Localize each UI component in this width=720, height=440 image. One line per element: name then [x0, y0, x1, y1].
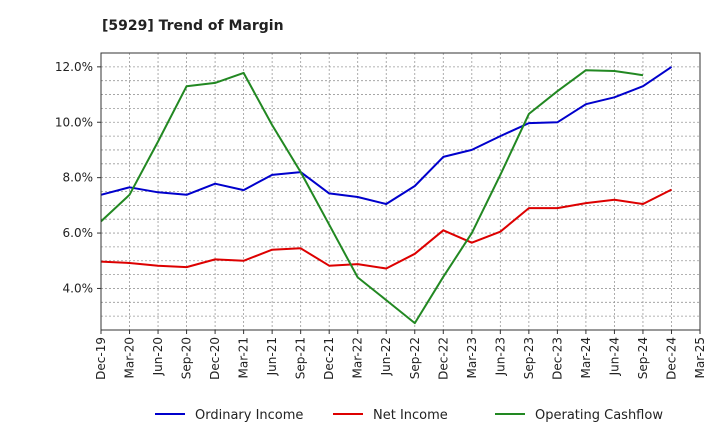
grid-lines — [100, 53, 701, 330]
x-axis-ticks: Dec-19 Mar-20 Jun-20 Sep-20 Dec-20 Mar-21 Jun-… — [94, 330, 707, 380]
series-line-net-income — [100, 188, 672, 270]
y-tick-label: 10.0% — [55, 115, 93, 129]
x-tick-label: Dec-22 — [436, 337, 450, 380]
y-tick-label: 6.0% — [63, 226, 94, 240]
series-line-operating-cashflow — [100, 69, 644, 325]
x-tick-label: Jun-22 — [379, 337, 393, 376]
y-tick-label: 8.0% — [63, 171, 94, 185]
x-tick-label: Jun-21 — [265, 337, 279, 376]
x-tick-label: Jun-23 — [493, 337, 507, 376]
x-tick-label: Mar-24 — [579, 337, 593, 378]
x-tick-label: Jun-20 — [151, 337, 165, 376]
legend: Ordinary Income Net Income Operating Cashf… — [155, 408, 663, 423]
x-tick-label: Sep-24 — [636, 337, 650, 379]
x-tick-label: Sep-20 — [180, 337, 194, 379]
x-tick-label: Sep-23 — [522, 337, 536, 379]
series-lines — [100, 66, 673, 325]
x-tick-label: Mar-22 — [351, 337, 365, 378]
x-tick-label: Sep-21 — [294, 337, 308, 379]
x-tick-label: Mar-23 — [465, 337, 479, 378]
y-axis-ticks: 4.0% 6.0% 8.0% 10.0% 12.0% — [55, 60, 101, 295]
x-tick-label: Dec-24 — [664, 337, 678, 380]
x-tick-label: Mar-21 — [237, 337, 251, 378]
x-tick-label: Sep-22 — [408, 337, 422, 379]
legend-label-operating-cashflow: Operating Cashflow — [535, 408, 663, 423]
legend-label-net-income: Net Income — [373, 408, 448, 423]
legend-label-ordinary-income: Ordinary Income — [195, 408, 303, 423]
x-tick-label: Dec-21 — [322, 337, 336, 380]
y-tick-label: 4.0% — [63, 281, 94, 295]
x-tick-label: Jun-24 — [607, 337, 621, 376]
x-tick-label: Dec-19 — [94, 337, 108, 380]
x-tick-label: Dec-20 — [208, 337, 222, 380]
x-tick-label: Dec-23 — [550, 337, 564, 380]
plot-frame — [100, 52, 701, 331]
series-line-ordinary-income — [100, 66, 673, 205]
y-tick-label: 12.0% — [55, 60, 93, 74]
chart-title: [5929] Trend of Margin — [102, 18, 284, 34]
x-tick-label: Mar-25 — [693, 337, 707, 378]
x-tick-label: Mar-20 — [123, 337, 137, 378]
